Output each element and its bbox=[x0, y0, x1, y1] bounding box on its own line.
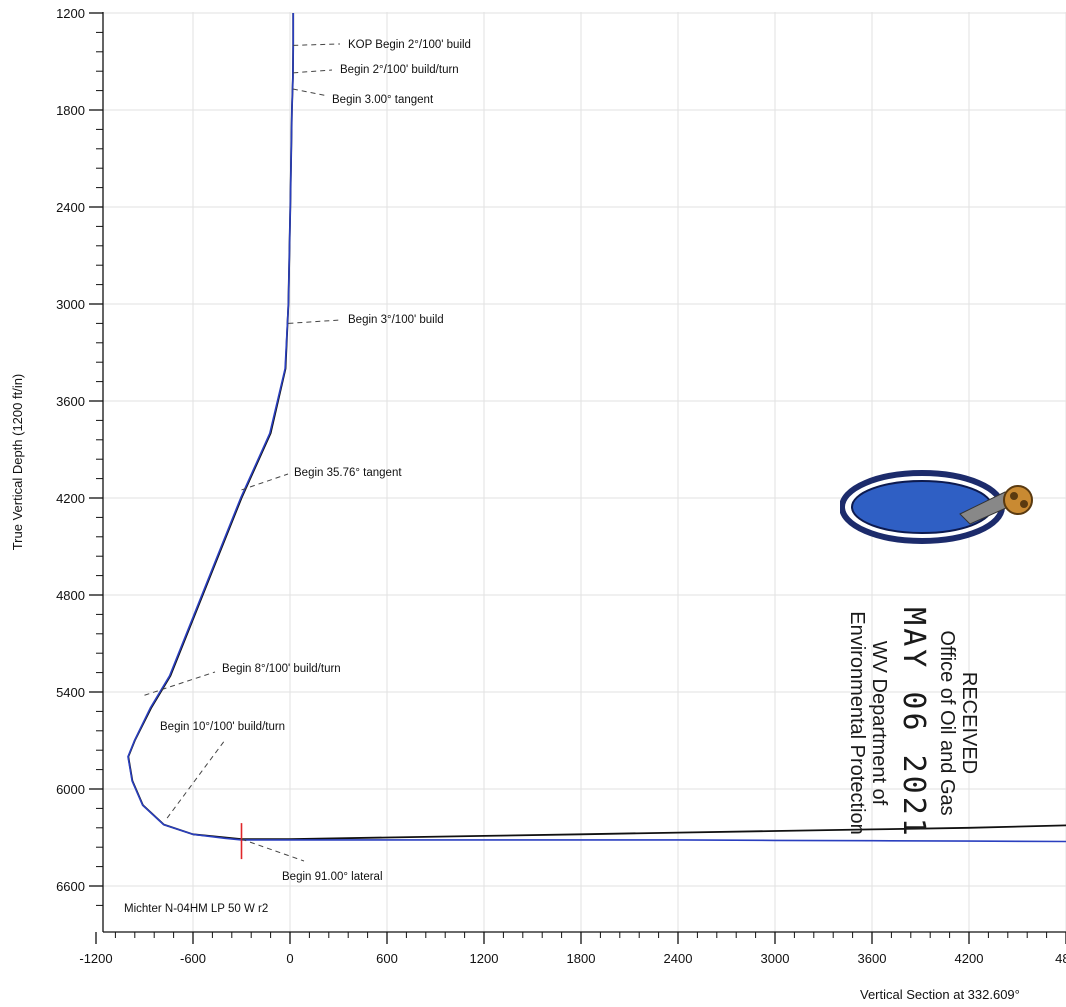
y-tick-label: 1800 bbox=[56, 103, 85, 118]
stamp-protection: Environmental Protection bbox=[846, 611, 868, 835]
stamp-department: WV Department of bbox=[868, 640, 890, 806]
y-tick-label: 5400 bbox=[56, 685, 85, 700]
y-tick-label: 2400 bbox=[56, 200, 85, 215]
annotation-leader bbox=[288, 319, 341, 324]
x-tick-label: 3000 bbox=[761, 951, 790, 966]
x-tick-label: 600 bbox=[376, 951, 398, 966]
annotation-leader bbox=[293, 43, 341, 46]
y-tick-label: 1200 bbox=[56, 6, 85, 21]
annotation-label: Begin 2°/100' build/turn bbox=[340, 64, 459, 76]
stamp-date: MAY 06 2021 bbox=[896, 607, 931, 839]
annotation-label: KOP Begin 2°/100' build bbox=[348, 39, 471, 51]
annotation-label: Begin 91.00° lateral bbox=[282, 871, 383, 883]
y-tick-label: 3000 bbox=[56, 297, 85, 312]
annotation-label: Begin 3.00° tangent bbox=[332, 94, 434, 106]
annotation-leader bbox=[166, 739, 226, 819]
annotation-label: Begin 10°/100' build/turn bbox=[160, 721, 285, 733]
y-axis-title: True Vertical Depth (1200 ft/in) bbox=[10, 374, 25, 551]
drill-bit-icon bbox=[959, 485, 1033, 525]
x-tick-label: 2400 bbox=[664, 951, 693, 966]
annotation-label: Begin 35.76° tangent bbox=[294, 467, 402, 479]
x-tick-label: 1800 bbox=[567, 951, 596, 966]
annotation-leader bbox=[292, 88, 329, 97]
annotation-leader bbox=[144, 671, 216, 696]
x-tick-label: 480 bbox=[1055, 951, 1066, 966]
grid bbox=[103, 12, 1066, 932]
series-layer bbox=[127, 13, 1066, 860]
x-tick-label: -1200 bbox=[79, 951, 112, 966]
x-tick-label: 0 bbox=[286, 951, 293, 966]
annotation-layer: KOP Begin 2°/100' build Begin 2°/100' bui… bbox=[144, 39, 471, 883]
y-tick-label: 6600 bbox=[56, 879, 85, 894]
x-tick-label: 4200 bbox=[955, 951, 984, 966]
x-tick-label: 1200 bbox=[470, 951, 499, 966]
stamp-office: Office of Oil and Gas bbox=[936, 630, 958, 816]
stamp-received: RECEIVED bbox=[958, 671, 980, 775]
y-tick-label: 6000 bbox=[56, 782, 85, 797]
plan-name-label: Michter N-04HM LP 50 W r2 bbox=[124, 903, 268, 915]
axes: 1200180024003000360042004800540060006600… bbox=[56, 6, 1066, 966]
y-tick-label: 4200 bbox=[56, 491, 85, 506]
annotation-label: Begin 8°/100' build/turn bbox=[222, 663, 341, 675]
annotation-leader bbox=[241, 838, 305, 862]
trajectory-series-1 bbox=[127, 13, 1066, 843]
y-tick-label: 3600 bbox=[56, 394, 85, 409]
x-tick-label: -600 bbox=[180, 951, 206, 966]
nzone-logo-icon bbox=[839, 470, 1033, 544]
y-tick-label: 4800 bbox=[56, 588, 85, 603]
received-stamp: RECEIVED Office of Oil and Gas MAY 06 20… bbox=[760, 578, 980, 839]
x-tick-label: 3600 bbox=[858, 951, 887, 966]
annotation-leader bbox=[293, 69, 333, 74]
annotation-label: Begin 3°/100' build bbox=[348, 314, 444, 326]
annotation-leader bbox=[241, 473, 289, 491]
nzone-logo bbox=[839, 462, 1040, 552]
x-axis-title: Vertical Section at 332.609° bbox=[860, 987, 1020, 1002]
